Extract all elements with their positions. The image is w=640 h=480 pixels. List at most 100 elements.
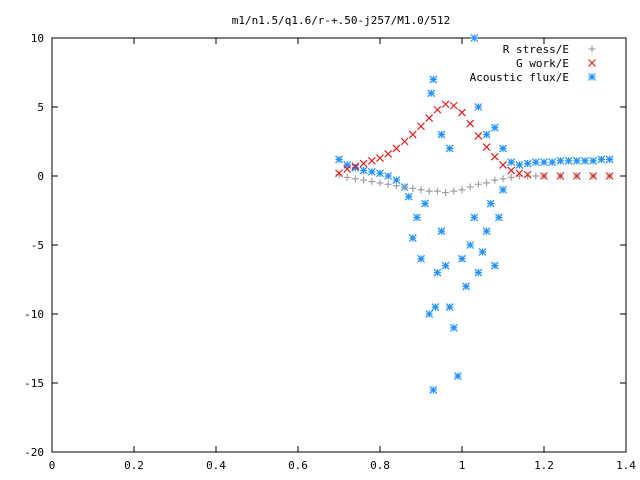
data-point xyxy=(524,172,532,180)
data-point xyxy=(474,103,483,111)
data-point xyxy=(351,162,360,171)
plot-frame xyxy=(51,37,627,453)
x-tick-label: 1.4 xyxy=(616,459,636,472)
series-0 xyxy=(335,171,614,197)
data-point xyxy=(360,176,368,184)
data-point xyxy=(343,165,352,174)
legend-marker xyxy=(588,73,596,81)
data-point xyxy=(523,159,532,168)
data-point xyxy=(367,167,376,176)
axes: 0 0.2 0.4 0.6 0.8 1 1.2 1.4 -20 -15 -10 -5 0 5 10 xyxy=(24,32,636,472)
data-point xyxy=(482,227,491,236)
x-tick-label: 0 xyxy=(49,459,56,472)
legend-label: G work/E xyxy=(516,57,569,70)
data-point xyxy=(335,169,343,178)
series-1 xyxy=(335,100,614,180)
data-point xyxy=(474,268,483,277)
y-tick-label: -10 xyxy=(24,308,44,321)
y-tick-label: 10 xyxy=(31,32,44,45)
data-point xyxy=(425,187,433,195)
data-point xyxy=(412,213,421,222)
data-point xyxy=(491,176,499,184)
data-point xyxy=(392,182,400,190)
data-point xyxy=(449,323,458,332)
data-point xyxy=(431,303,440,312)
x-tick-label: 0.2 xyxy=(124,459,144,472)
data-point xyxy=(445,303,454,312)
data-point xyxy=(458,186,466,194)
data-point xyxy=(384,149,393,158)
data-point xyxy=(359,166,368,175)
data-point xyxy=(507,158,516,167)
data-point xyxy=(478,247,487,256)
data-point xyxy=(540,158,548,167)
y-tick-label: 5 xyxy=(37,101,44,114)
series-2 xyxy=(335,34,614,394)
data-point xyxy=(429,75,438,84)
data-point xyxy=(494,213,503,222)
data-point xyxy=(433,187,441,195)
data-point xyxy=(499,161,507,169)
data-point xyxy=(589,172,598,180)
data-point xyxy=(445,144,454,153)
series-layer xyxy=(335,34,614,394)
data-point xyxy=(441,261,450,270)
chart-title: m1/n1.5/q1.6/r-+.50-j257/M1.0/512 xyxy=(232,14,451,27)
data-point xyxy=(474,132,483,140)
data-point xyxy=(540,172,548,180)
data-point xyxy=(486,199,495,208)
legend-label: R stress/E xyxy=(503,43,569,56)
data-point xyxy=(499,144,507,153)
data-point xyxy=(564,156,573,165)
y-tick-label: -15 xyxy=(24,377,44,390)
data-point xyxy=(408,130,417,139)
data-point xyxy=(453,372,462,381)
data-point xyxy=(572,172,581,180)
data-point xyxy=(548,158,557,167)
data-point xyxy=(597,155,606,164)
data-point xyxy=(427,89,436,98)
data-point xyxy=(421,199,430,208)
x-tick-label: 0.6 xyxy=(288,459,308,472)
data-point xyxy=(404,192,413,201)
data-point xyxy=(490,123,499,132)
data-point xyxy=(589,156,598,165)
data-point xyxy=(401,183,409,191)
data-point xyxy=(605,155,614,164)
data-point xyxy=(425,114,434,122)
data-point xyxy=(490,261,499,270)
legend-marker xyxy=(588,45,596,53)
data-point xyxy=(483,179,491,187)
data-point xyxy=(376,154,384,162)
data-point xyxy=(335,155,343,164)
data-point xyxy=(466,183,474,191)
x-tick-label: 1 xyxy=(459,459,466,472)
data-point xyxy=(523,170,532,179)
data-point xyxy=(417,254,425,263)
data-point xyxy=(531,158,540,167)
data-point xyxy=(408,234,417,243)
data-point xyxy=(470,213,479,222)
y-tick-label: -20 xyxy=(24,446,44,459)
data-point xyxy=(384,172,393,180)
legend-label: Acoustic flux/E xyxy=(470,71,569,84)
data-point xyxy=(351,163,360,172)
data-point xyxy=(470,34,479,42)
data-point xyxy=(335,171,343,179)
data-point xyxy=(433,105,442,114)
y-tick-label: -5 xyxy=(31,239,44,252)
data-point xyxy=(442,189,450,197)
data-point xyxy=(458,108,466,117)
x-tick-label: 1.2 xyxy=(534,459,554,472)
data-point xyxy=(507,173,515,181)
data-point xyxy=(466,241,475,249)
data-point xyxy=(368,178,376,186)
data-point xyxy=(376,179,384,187)
data-point xyxy=(605,172,614,180)
data-point xyxy=(581,156,589,165)
data-point xyxy=(433,268,442,277)
data-point xyxy=(429,385,438,394)
data-point xyxy=(425,310,434,318)
